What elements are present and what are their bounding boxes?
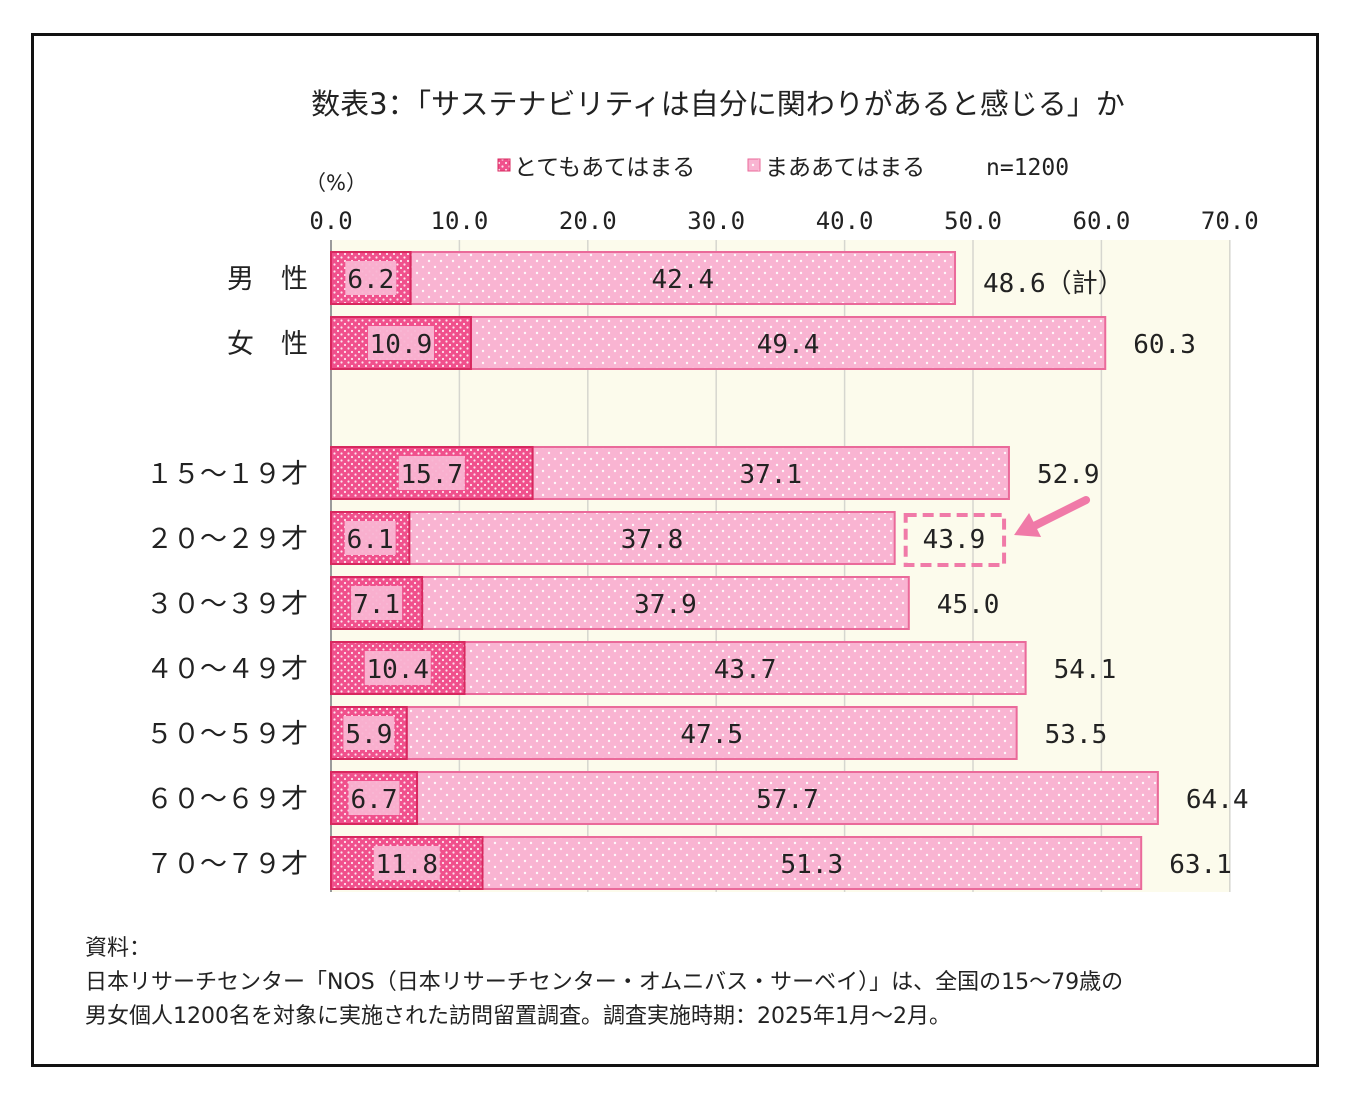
source-note: 資料： 日本リサーチセンター「NOS（日本リサーチセンター・オムニバス・サーベイ… — [85, 932, 1285, 1034]
bar-segment-mild — [416, 771, 1159, 825]
source-heading: 資料： — [85, 936, 152, 961]
highlight-box — [903, 513, 1007, 567]
x-tick-label: 70.0 — [1201, 207, 1259, 235]
mild-value-label: 37.1 — [739, 460, 802, 490]
mild-value-label: 37.9 — [634, 590, 697, 620]
strong-value-label: 6.1 — [347, 525, 394, 555]
category-label: ５０～５９才 — [146, 719, 308, 750]
strong-value-label-bg — [344, 521, 396, 555]
legend-swatch-mild — [747, 158, 761, 172]
bar-segment-mild — [531, 446, 1010, 500]
strong-value-label: 7.1 — [353, 590, 400, 620]
annotations: 男 性 6.2 42.4 48.6（計） 女 性 10.9 49.4 60.3 １５～１９才 15… — [146, 261, 1249, 880]
strong-value-label: 6.2 — [347, 265, 394, 295]
bar-segment-mild — [408, 511, 896, 565]
category-label: ４０～４９才 — [146, 654, 308, 685]
strong-value-label-bg — [345, 261, 397, 295]
legend-swatch-strong — [497, 158, 511, 172]
category-label: ６０～６９才 — [146, 784, 308, 815]
chart-title: 数表3：「サステナビリティは自分に関わりがあると感じる」か — [311, 87, 1125, 121]
x-tick-label: 10.0 — [431, 207, 489, 235]
strong-value-label: 5.9 — [345, 720, 392, 750]
strong-value-label-bg — [398, 456, 465, 490]
category-label: ２０～２９才 — [146, 524, 308, 555]
total-value-label: 54.1 — [1054, 655, 1117, 685]
legend: とてもあてはまる まああてはまる n=1200 — [497, 155, 1069, 181]
x-tick-label: 50.0 — [944, 207, 1002, 235]
bar-segment-mild — [469, 316, 1107, 370]
x-tick-label: 40.0 — [816, 207, 874, 235]
total-value-label: 48.6（計） — [983, 269, 1124, 299]
total-value-label: 53.5 — [1045, 720, 1108, 750]
source-line-1: 日本リサーチセンター「NOS（日本リサーチセンター・オムニバス・サーベイ）」は、… — [85, 970, 1124, 995]
total-value-label: 64.4 — [1186, 785, 1249, 815]
strong-value-label-bg — [351, 586, 403, 620]
total-value-label: 43.9 — [923, 525, 986, 555]
x-tick-label: 60.0 — [1073, 207, 1131, 235]
category-label: 男 性 — [227, 264, 308, 295]
bar-segment-mild — [405, 706, 1018, 760]
x-axis-tick-labels: 0.0 10.0 20.0 30.0 40.0 50.0 60.0 70.0 — [309, 207, 1258, 235]
total-value-label: 60.3 — [1133, 330, 1196, 360]
bar-segment-mild — [409, 251, 957, 305]
strong-value-label-bg — [348, 781, 400, 815]
strong-value-label: 10.4 — [366, 655, 429, 685]
strong-value-label-bg — [364, 651, 431, 685]
total-value-label: 45.0 — [937, 590, 1000, 620]
x-tick-label: 0.0 — [309, 207, 352, 235]
x-tick-label: 30.0 — [687, 207, 745, 235]
category-label: 女 性 — [227, 329, 308, 360]
sample-size-note: n=1200 — [986, 155, 1069, 181]
strong-value-label-bg — [343, 716, 395, 750]
strong-value-label-bg — [367, 326, 434, 360]
legend-label-strong: とてもあてはまる — [514, 155, 695, 181]
source-line-2: 男女個人1200名を対象に実施された訪問留置調査。調査実施時期：2025年1月～… — [85, 1004, 951, 1029]
mild-value-label: 42.4 — [652, 265, 715, 295]
total-value-label: 52.9 — [1037, 460, 1100, 490]
highlight-arrow-shaft — [1024, 496, 1091, 533]
category-label: １５～１９才 — [146, 459, 308, 490]
category-label: ３０～３９才 — [146, 589, 308, 620]
mild-value-label: 51.3 — [781, 850, 844, 880]
mild-value-label: 47.5 — [680, 720, 743, 750]
strong-value-label: 10.9 — [370, 330, 433, 360]
bar-segment-mild — [481, 836, 1143, 890]
x-tick-label: 20.0 — [559, 207, 617, 235]
strong-value-label: 6.7 — [351, 785, 398, 815]
mild-value-label: 37.8 — [621, 525, 684, 555]
bar-segment-mild — [463, 641, 1027, 695]
mild-value-label: 49.4 — [757, 330, 820, 360]
mild-value-label: 57.7 — [756, 785, 819, 815]
strong-value-label-bg — [373, 846, 440, 880]
strong-value-label: 11.8 — [375, 850, 438, 880]
category-label: ７０～７９才 — [146, 849, 308, 880]
highlight-arrow-head — [1014, 513, 1042, 537]
unit-label: （%） — [305, 171, 367, 195]
mild-value-label: 43.7 — [714, 655, 777, 685]
total-value-label: 63.1 — [1169, 850, 1232, 880]
legend-label-mild: まああてはまる — [765, 155, 925, 181]
strong-value-label: 15.7 — [400, 460, 463, 490]
